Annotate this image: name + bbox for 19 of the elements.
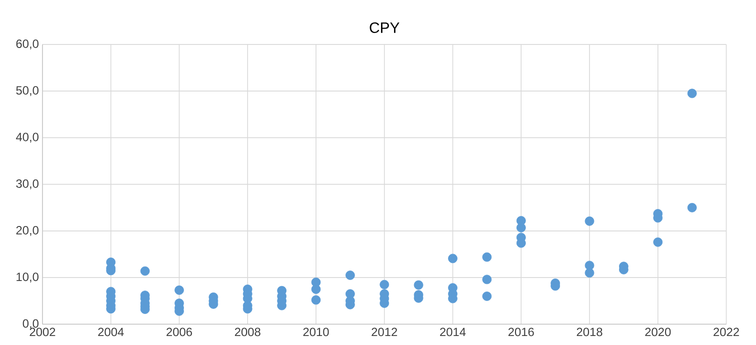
y-tick-label: 10,0 xyxy=(16,272,38,282)
x-tick-label: 2016 xyxy=(508,328,534,336)
x-tick-label: 2020 xyxy=(645,328,671,336)
y-tick-label: 20,0 xyxy=(16,226,38,236)
y-tick-label: 60,0 xyxy=(16,39,38,50)
y-tick-label: 50,0 xyxy=(16,86,38,96)
x-tick-label: 2014 xyxy=(440,328,466,336)
y-tick-label: 40,0 xyxy=(16,132,38,142)
y-tick-label: 30,0 xyxy=(16,179,38,190)
x-tick-label: 2018 xyxy=(576,328,602,336)
x-tick-label: 2008 xyxy=(234,328,260,336)
x-tick-label: 2004 xyxy=(98,328,124,336)
x-tick-label: 2006 xyxy=(166,328,192,336)
chart-title: CPY xyxy=(370,22,400,33)
x-tick-label: 2022 xyxy=(714,328,739,336)
x-tick-label: 2002 xyxy=(30,328,56,336)
y-tick-label: 0,0 xyxy=(22,319,38,329)
x-tick-label: 2012 xyxy=(372,328,398,336)
x-tick-label: 2010 xyxy=(303,328,329,336)
